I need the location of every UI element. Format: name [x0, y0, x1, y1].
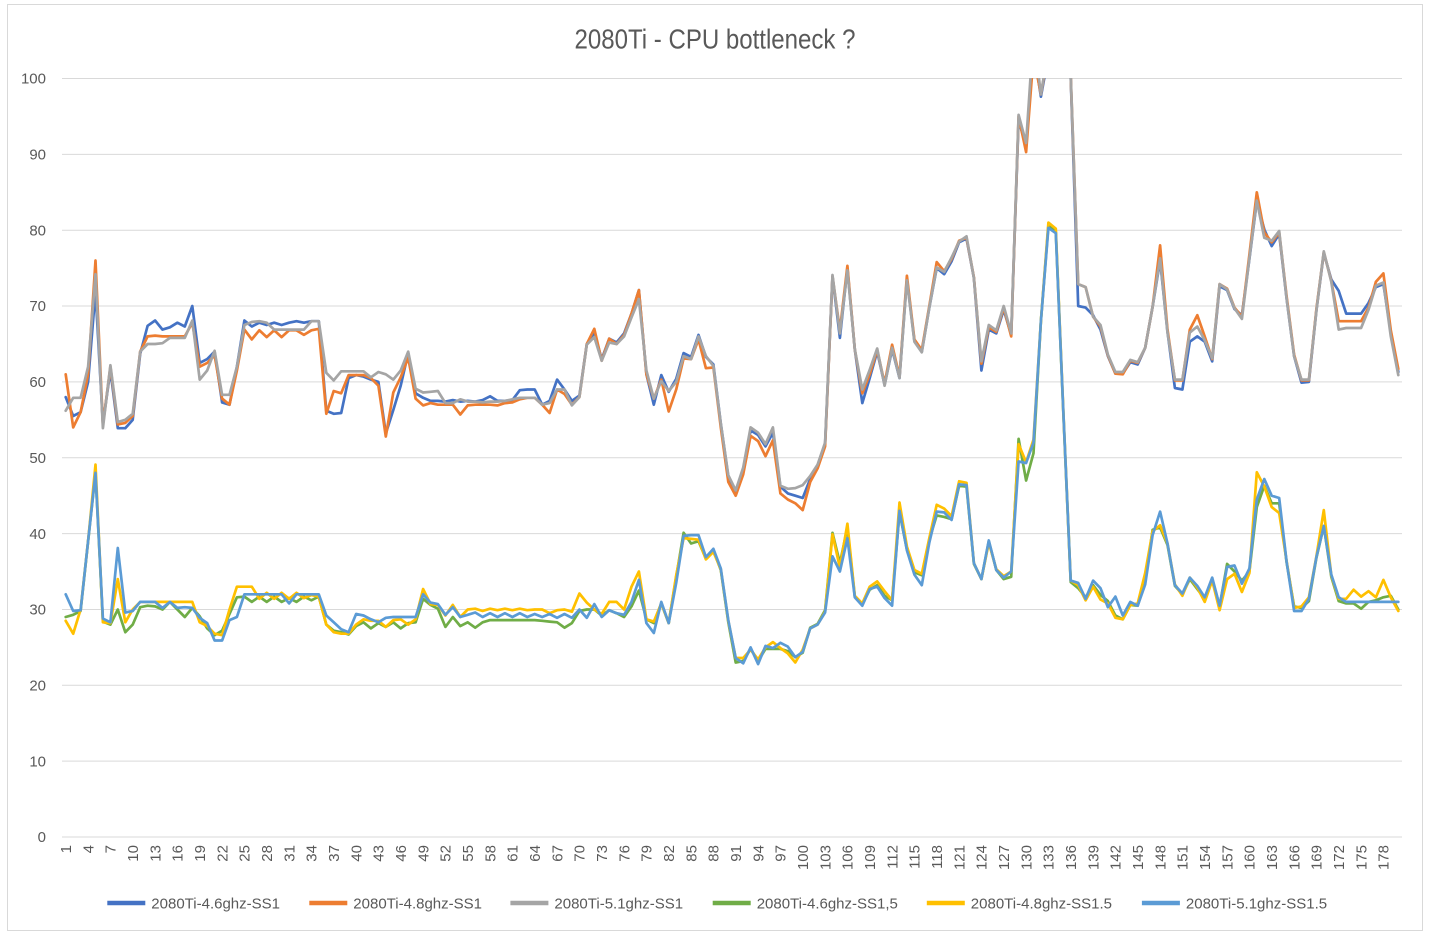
svg-text:142: 142 [1108, 845, 1125, 870]
svg-text:130: 130 [1018, 845, 1035, 870]
svg-text:10: 10 [29, 753, 46, 770]
svg-text:52: 52 [438, 845, 455, 862]
svg-text:178: 178 [1376, 845, 1393, 870]
svg-text:112: 112 [884, 845, 901, 869]
svg-text:91: 91 [728, 845, 745, 862]
svg-text:73: 73 [594, 845, 611, 862]
svg-text:30: 30 [29, 602, 46, 619]
svg-text:172: 172 [1331, 845, 1348, 870]
svg-text:1: 1 [58, 845, 75, 853]
svg-text:2080Ti-5.1ghz-SS1: 2080Ti-5.1ghz-SS1 [554, 896, 683, 913]
svg-text:2080Ti-4.8ghz-SS1.5: 2080Ti-4.8ghz-SS1.5 [971, 896, 1112, 913]
svg-text:154: 154 [1197, 845, 1214, 870]
svg-text:76: 76 [616, 845, 633, 862]
svg-text:157: 157 [1219, 845, 1236, 870]
svg-text:103: 103 [817, 845, 834, 870]
svg-text:58: 58 [482, 845, 499, 862]
svg-text:25: 25 [237, 845, 254, 862]
svg-text:133: 133 [1041, 845, 1058, 870]
svg-text:118: 118 [929, 845, 946, 869]
svg-text:50: 50 [29, 450, 46, 467]
svg-text:28: 28 [259, 845, 276, 862]
svg-text:169: 169 [1309, 845, 1326, 870]
svg-text:148: 148 [1152, 845, 1169, 870]
svg-text:40: 40 [348, 845, 365, 862]
svg-text:40: 40 [29, 526, 46, 543]
svg-text:34: 34 [304, 845, 321, 862]
svg-text:139: 139 [1085, 845, 1102, 870]
svg-text:16: 16 [170, 845, 187, 862]
svg-text:121: 121 [951, 845, 968, 870]
svg-text:175: 175 [1353, 845, 1370, 870]
svg-text:79: 79 [639, 845, 656, 862]
svg-text:115: 115 [907, 845, 924, 869]
svg-text:61: 61 [505, 845, 522, 862]
svg-text:163: 163 [1264, 845, 1281, 870]
svg-text:100: 100 [21, 71, 46, 88]
svg-text:90: 90 [29, 147, 46, 164]
svg-text:136: 136 [1063, 845, 1080, 870]
svg-text:80: 80 [29, 222, 46, 239]
svg-text:2080Ti-4.6ghz-SS1: 2080Ti-4.6ghz-SS1 [151, 896, 280, 913]
svg-text:7: 7 [103, 845, 120, 853]
svg-text:22: 22 [214, 845, 231, 862]
svg-text:109: 109 [862, 845, 879, 870]
svg-text:94: 94 [750, 845, 767, 862]
svg-text:2080Ti-4.8ghz-SS1: 2080Ti-4.8ghz-SS1 [353, 896, 482, 913]
svg-text:85: 85 [683, 845, 700, 862]
svg-text:13: 13 [147, 845, 164, 862]
svg-text:64: 64 [527, 845, 544, 862]
svg-text:10: 10 [125, 845, 142, 862]
svg-text:60: 60 [29, 374, 46, 391]
svg-text:37: 37 [326, 845, 343, 862]
svg-text:20: 20 [29, 677, 46, 694]
svg-text:19: 19 [192, 845, 209, 862]
svg-text:88: 88 [706, 845, 723, 862]
svg-text:55: 55 [460, 845, 477, 862]
svg-text:151: 151 [1175, 845, 1192, 870]
svg-text:166: 166 [1286, 845, 1303, 870]
svg-text:2080Ti-4.6ghz-SS1,5: 2080Ti-4.6ghz-SS1,5 [757, 896, 898, 913]
svg-text:0: 0 [38, 829, 46, 846]
svg-text:106: 106 [840, 845, 857, 870]
svg-text:2080Ti - CPU bottleneck ?: 2080Ti - CPU bottleneck ? [575, 24, 856, 55]
svg-text:4: 4 [80, 845, 97, 853]
svg-text:145: 145 [1130, 845, 1147, 870]
svg-text:82: 82 [661, 845, 678, 862]
svg-text:124: 124 [974, 845, 991, 870]
svg-text:46: 46 [393, 845, 410, 862]
svg-text:97: 97 [773, 845, 790, 862]
svg-text:127: 127 [996, 845, 1013, 870]
svg-text:31: 31 [281, 845, 298, 862]
svg-text:100: 100 [795, 845, 812, 870]
svg-text:43: 43 [371, 845, 388, 862]
svg-text:49: 49 [415, 845, 432, 862]
svg-text:67: 67 [549, 845, 566, 862]
svg-text:2080Ti-5.1ghz-SS1.5: 2080Ti-5.1ghz-SS1.5 [1186, 896, 1327, 913]
svg-text:70: 70 [572, 845, 589, 862]
svg-text:160: 160 [1242, 845, 1259, 870]
svg-text:70: 70 [29, 298, 46, 315]
